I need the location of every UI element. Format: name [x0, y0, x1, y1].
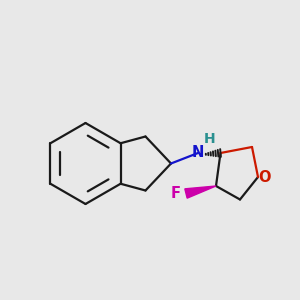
Text: N: N: [192, 145, 204, 160]
Text: O: O: [258, 169, 271, 184]
Polygon shape: [185, 186, 216, 198]
Text: H: H: [204, 132, 215, 145]
Text: F: F: [170, 186, 181, 201]
